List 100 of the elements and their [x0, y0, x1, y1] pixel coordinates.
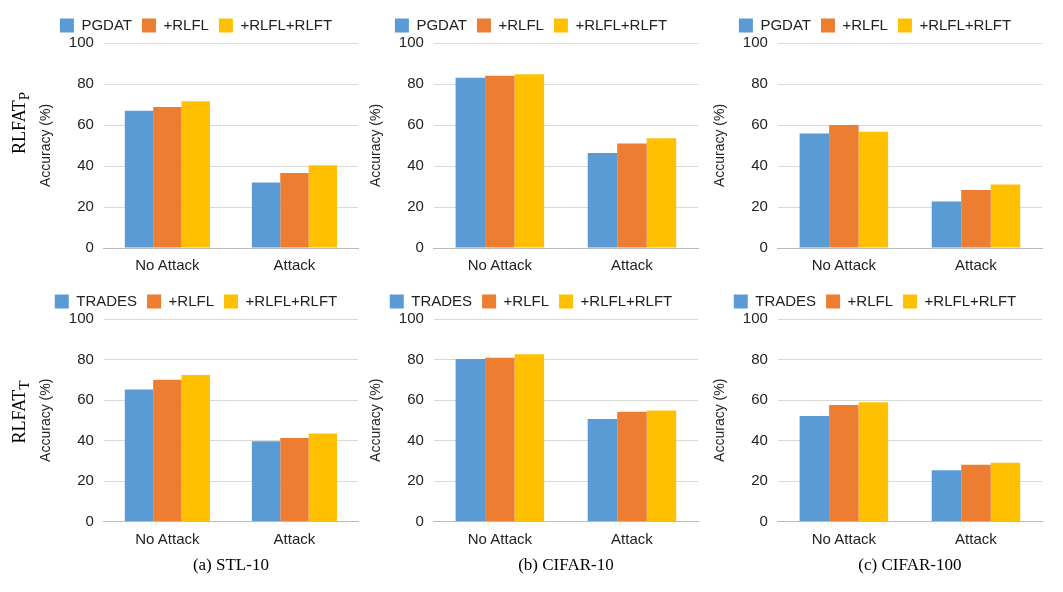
x-tick-label: Attack — [611, 529, 654, 547]
bar — [858, 402, 889, 522]
bar — [858, 131, 889, 248]
y-tick-label: 0 — [415, 238, 424, 256]
y-tick-label: 80 — [751, 74, 768, 92]
bar — [587, 419, 618, 522]
y-tick-label: 100 — [398, 309, 424, 327]
legend-label: TRADES — [411, 291, 473, 309]
bar — [514, 354, 545, 522]
x-axis-title: (b) CIFAR-10 — [518, 555, 614, 575]
y-tick-label: 60 — [77, 115, 94, 133]
legend-label: +RLFL — [847, 291, 894, 309]
bar — [961, 464, 991, 522]
bar — [455, 77, 486, 248]
y-tick-label: 100 — [398, 33, 424, 51]
y-tick-label: 80 — [751, 349, 768, 367]
legend-label: +RLFL+RLFT — [575, 15, 668, 33]
bar — [308, 165, 338, 248]
bar — [799, 133, 830, 248]
legend-label: +RLFL — [842, 15, 888, 33]
y-tick-label: 20 — [407, 471, 424, 489]
y-tick-label: 60 — [77, 390, 94, 408]
y-tick-label: 40 — [77, 156, 94, 174]
bar — [514, 74, 545, 248]
bar — [124, 110, 154, 248]
y-tick-label: 0 — [759, 511, 768, 529]
y-tick-label: 40 — [77, 430, 94, 448]
y-tick-label: 60 — [751, 390, 768, 408]
bar — [485, 75, 515, 248]
y-tick-label: 80 — [407, 74, 424, 92]
bar — [829, 404, 859, 522]
legend-label: +RLFL — [168, 291, 215, 309]
bar — [153, 106, 182, 248]
bar — [617, 143, 647, 248]
x-tick-label: Attack — [955, 256, 998, 274]
y-tick-label: 100 — [742, 309, 768, 327]
bar — [153, 379, 182, 522]
x-tick-label: No Attack — [135, 529, 200, 547]
legend-label: TRADES — [755, 291, 817, 309]
x-tick-label: No Attack — [467, 529, 533, 547]
bar — [990, 462, 1021, 522]
legend-label: +RLFL — [163, 15, 209, 33]
legend-label: +RLFL+RLFT — [245, 291, 338, 309]
y-axis-title: Accuracy (%) — [37, 378, 54, 462]
y-axis-title: Accuracy (%) — [711, 103, 728, 188]
y-axis-title: Accuracy (%) — [711, 378, 728, 462]
legend-label: +RLFL+RLFT — [919, 15, 1012, 33]
y-tick-label: 40 — [751, 156, 768, 174]
bar — [181, 375, 210, 522]
bar — [990, 184, 1021, 248]
legend-label: +RLFL — [503, 291, 550, 309]
bar — [251, 182, 281, 248]
y-tick-label: 40 — [407, 430, 424, 448]
legend-label: TRADES — [76, 291, 138, 309]
legend-label: PGDAT — [760, 15, 811, 33]
bar — [646, 138, 677, 248]
bar — [617, 411, 647, 522]
y-axis-title: Accuracy (%) — [37, 103, 54, 188]
y-tick-label: 80 — [77, 349, 94, 367]
legend-label: +RLFL — [498, 15, 544, 33]
bar — [251, 441, 281, 522]
x-axis-title: (a) STL-10 — [192, 555, 269, 575]
y-tick-label: 20 — [77, 471, 94, 489]
y-tick-label: 20 — [407, 197, 424, 215]
bar — [587, 152, 618, 248]
y-tick-label: 0 — [85, 511, 94, 529]
y-axis-title: Accuracy (%) — [367, 103, 384, 188]
y-tick-label: 0 — [415, 511, 424, 529]
bar — [931, 470, 962, 522]
bar — [280, 172, 309, 248]
x-axis-title: (c) CIFAR-100 — [858, 555, 962, 575]
legend-label: +RLFL+RLFT — [580, 291, 673, 309]
bar — [455, 359, 486, 522]
legend-label: +RLFL+RLFT — [240, 15, 333, 33]
x-tick-label: Attack — [273, 529, 316, 547]
legend-label: PGDAT — [81, 15, 132, 33]
y-tick-label: 60 — [407, 390, 424, 408]
x-tick-label: Attack — [273, 256, 316, 274]
bar — [931, 201, 962, 248]
bar — [485, 357, 515, 522]
y-tick-label: 0 — [85, 238, 94, 256]
y-tick-label: 40 — [407, 156, 424, 174]
x-tick-label: No Attack — [467, 256, 533, 274]
bar — [799, 416, 830, 522]
x-tick-label: No Attack — [811, 529, 877, 547]
bar — [181, 101, 210, 248]
y-tick-label: 100 — [742, 33, 768, 51]
y-tick-label: 80 — [407, 349, 424, 367]
y-tick-label: 100 — [68, 33, 94, 51]
y-axis-title: Accuracy (%) — [367, 378, 384, 462]
y-tick-label: 20 — [77, 197, 94, 215]
y-tick-label: 80 — [77, 74, 94, 92]
y-tick-label: 60 — [407, 115, 424, 133]
y-tick-label: 40 — [751, 430, 768, 448]
bar — [280, 437, 309, 522]
bar — [646, 410, 677, 522]
x-tick-label: Attack — [611, 256, 654, 274]
y-tick-label: 20 — [751, 197, 768, 215]
legend-label: +RLFL+RLFT — [924, 291, 1017, 309]
y-tick-label: 20 — [751, 471, 768, 489]
